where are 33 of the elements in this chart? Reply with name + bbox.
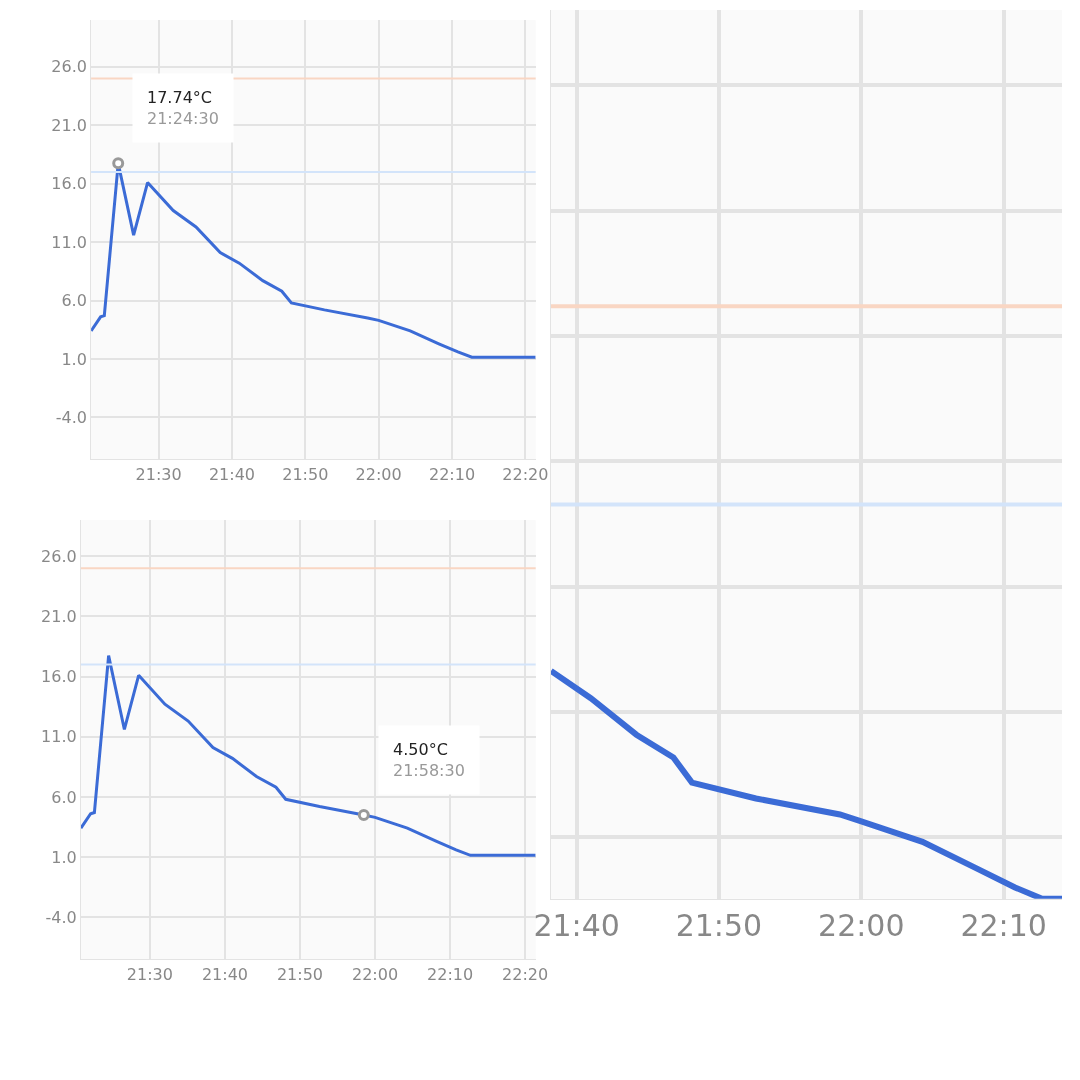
y-tick-label: 6.0 [61,291,87,311]
y-tick-label: 21.0 [41,606,77,626]
x-tick-label: 22:10 [428,464,476,484]
x-tick-label: 21:40 [533,907,620,943]
x-tick-label: 22:20 [502,964,549,984]
y-tick-label: 1.0 [51,847,77,867]
y-tick-label: 26.0 [51,57,87,77]
line-series [80,654,536,857]
x-tick-label: 22:20 [502,464,549,484]
y-tick-label: -4.0 [45,907,77,927]
annotation: 4.50°C 21:58:30 [393,740,465,780]
y-tick-label: 21.0 [51,115,87,135]
y-tick-label: 16.0 [51,174,87,194]
x-tick-label: 21:40 [208,464,255,484]
x-tick-label: 22:10 [427,964,474,984]
y-tick-label: 11.0 [51,232,87,252]
x-tick-label: 21:50 [276,964,324,984]
y-tick-label: 11.0 [41,727,77,747]
x-tick-label: 22:00 [355,464,402,484]
x-tick-label: 21:40 [201,964,249,984]
x-tick-label: 22:00 [352,964,399,984]
y-tick-label: 26.0 [41,546,77,566]
x-tick-label: 22:10 [960,907,1047,943]
y-tick-label: 1.0 [61,349,87,369]
annotation: 17.74°C 21:24:30 [147,88,219,128]
x-tick-label: 21:50 [675,907,763,943]
x-tick-label: 21:30 [135,464,182,484]
x-tick-label: 22:00 [818,907,905,943]
x-tick-label: 21:30 [126,964,173,984]
y-tick-label: 16.0 [41,667,77,687]
y-tick-label: -4.0 [55,407,87,427]
x-tick-label: 21:50 [282,464,329,484]
y-tick-label: 6.0 [51,787,77,807]
